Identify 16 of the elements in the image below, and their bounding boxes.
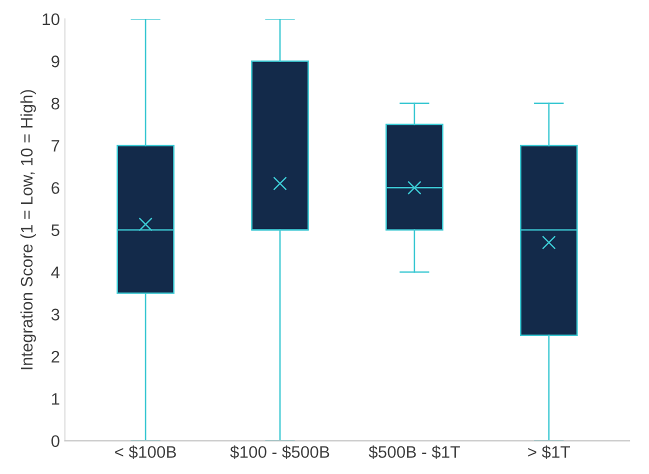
y-tick-label: 2 [52,350,60,362]
y-tick-label: 5 [51,224,60,236]
x-tick-label: > $1T [528,445,570,459]
y-tick-label: 0 [51,435,60,448]
x-tick-label: $100 - $500B [230,445,330,459]
y-axis-title: Integration Score (1 = Low, 10 = High) [20,90,36,370]
y-tick-label: 9 [52,56,60,68]
x-tick-label: $500B - $1T [368,445,460,459]
y-tick-label: 1 [52,393,60,405]
y-tick-label: 6 [52,182,60,194]
y-tick-label: 4 [51,266,60,278]
y-tick-label: 10 [42,13,60,26]
y-tick-label: 7 [52,140,60,152]
y-tick-label: 8 [51,98,60,110]
x-tick-label: < $100B [115,445,176,459]
y-tick-label: 3 [51,308,60,320]
